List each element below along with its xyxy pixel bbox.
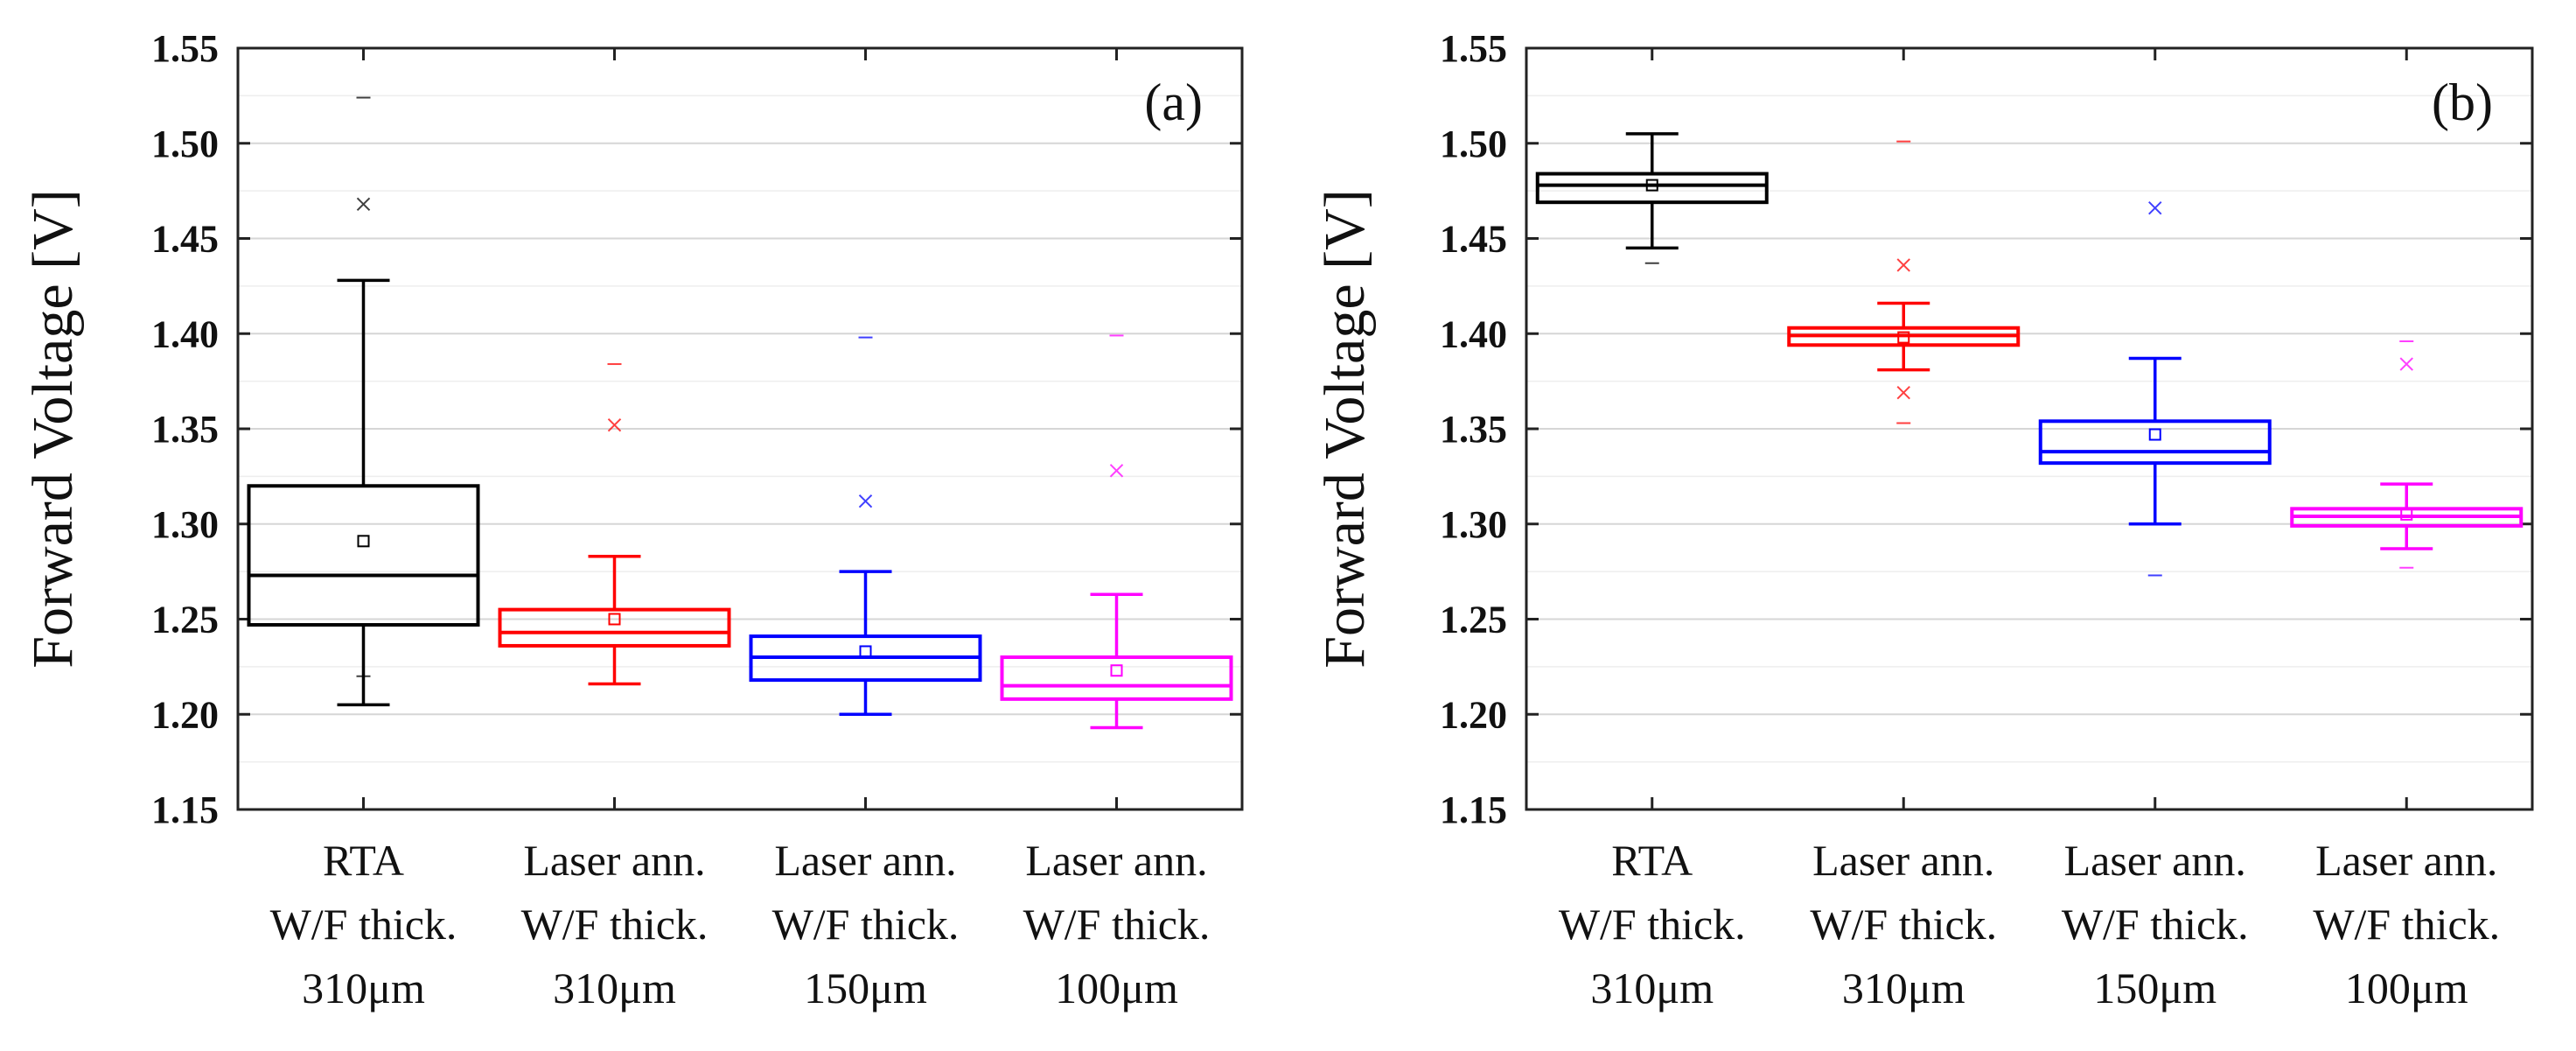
percentile-x-marker: [356, 197, 371, 212]
mean-marker: [1110, 664, 1123, 677]
y-tick-label: 1.40: [151, 312, 219, 355]
y-tick-label: 1.50: [1440, 123, 1507, 165]
x-category-label: W/F thick.: [270, 900, 457, 949]
y-tick-label: 1.40: [1440, 312, 1507, 355]
percentile-x-marker: [2148, 200, 2162, 215]
panel-label: (a): [1144, 74, 1203, 131]
x-category-label: W/F thick.: [2062, 900, 2249, 949]
percentile-x-marker: [1109, 464, 1124, 478]
x-category-label: RTA: [1611, 836, 1693, 885]
mean-marker: [2400, 508, 2413, 521]
y-axis-title: Forward Voltage [V]: [1313, 189, 1377, 668]
y-tick-label: 1.45: [1440, 218, 1507, 261]
x-category-label: W/F thick.: [1023, 900, 1211, 949]
x-category-label: 310μm: [302, 963, 425, 1012]
x-category-label: 310μm: [1842, 963, 1965, 1012]
y-tick-label: 1.25: [151, 599, 219, 641]
y-tick-label: 1.15: [1440, 788, 1507, 831]
mean-marker: [2148, 428, 2161, 441]
percentile-x-marker: [1896, 258, 1910, 272]
y-axis-title: Forward Voltage [V]: [21, 189, 85, 668]
y-tick-label: 1.55: [1440, 27, 1507, 70]
chart-panel-b: 1.15 1.20 1.25 1.30 1.35 1.40 1.45 1.50 1.55 Forw…: [1313, 27, 2534, 1012]
percentile-x-marker: [858, 494, 873, 508]
mean-marker: [1645, 179, 1658, 192]
y-tick-label: 1.35: [151, 408, 219, 451]
box-4: [1000, 334, 1233, 730]
mean-marker: [859, 645, 872, 658]
y-tick-label: 1.25: [1440, 599, 1507, 641]
y-tick-label: 1.55: [151, 27, 219, 70]
x-category-label: Laser ann.: [774, 836, 956, 885]
box-3: [2038, 200, 2272, 577]
y-tick-label: 1.20: [151, 693, 219, 736]
x-category-label: 100μm: [2345, 963, 2468, 1012]
y-tick-label: 1.30: [151, 503, 219, 546]
mean-marker: [357, 535, 370, 548]
x-category-label: W/F thick.: [1559, 900, 1746, 949]
y-tick-label: 1.15: [151, 788, 219, 831]
percentile-x-marker: [2399, 357, 2413, 371]
x-category-label: 310μm: [1590, 963, 1714, 1012]
box-1: [247, 96, 480, 707]
x-category-label: Laser ann.: [1025, 836, 1207, 885]
box-1: [1535, 132, 1769, 264]
y-tick-label: 1.20: [1440, 693, 1507, 736]
x-category-label: W/F thick.: [2313, 900, 2500, 949]
x-category-label: 150μm: [804, 963, 927, 1012]
y-tick-label: 1.30: [1440, 503, 1507, 546]
x-category-label: W/F thick.: [772, 900, 960, 949]
box-iqr: [2038, 419, 2272, 466]
box-iqr: [1535, 172, 1769, 205]
box-iqr: [1000, 655, 1233, 701]
box-2: [1787, 140, 2021, 424]
x-category-label: 150μm: [2093, 963, 2216, 1012]
box-4: [2290, 340, 2524, 569]
box-3: [749, 336, 982, 716]
y-tick-label: 1.45: [151, 218, 219, 261]
x-category-label: Laser ann.: [523, 836, 705, 885]
mean-marker: [1897, 331, 1910, 344]
x-category-label: Laser ann.: [2064, 836, 2246, 885]
box-iqr: [498, 607, 731, 648]
mean-marker: [608, 613, 621, 626]
x-category-label: W/F thick.: [521, 900, 709, 949]
x-category-label: Laser ann.: [1812, 836, 1994, 885]
x-category-label: 310μm: [553, 963, 676, 1012]
x-category-label: Laser ann.: [2315, 836, 2497, 885]
box-2: [498, 363, 731, 686]
y-tick-label: 1.35: [1440, 408, 1507, 451]
box-iqr: [247, 484, 480, 627]
x-category-label: RTA: [323, 836, 404, 885]
chart-panel-a: 1.15 1.20 1.25 1.30 1.35 1.40 1.45 1.50 1.55 Forw…: [21, 27, 1244, 1012]
percentile-x-marker: [607, 417, 622, 432]
x-category-label: 100μm: [1055, 963, 1178, 1012]
x-category-label: W/F thick.: [1810, 900, 1997, 949]
y-tick-label: 1.50: [151, 123, 219, 165]
panel-label: (b): [2432, 74, 2493, 131]
percentile-x-marker: [1896, 385, 1910, 400]
